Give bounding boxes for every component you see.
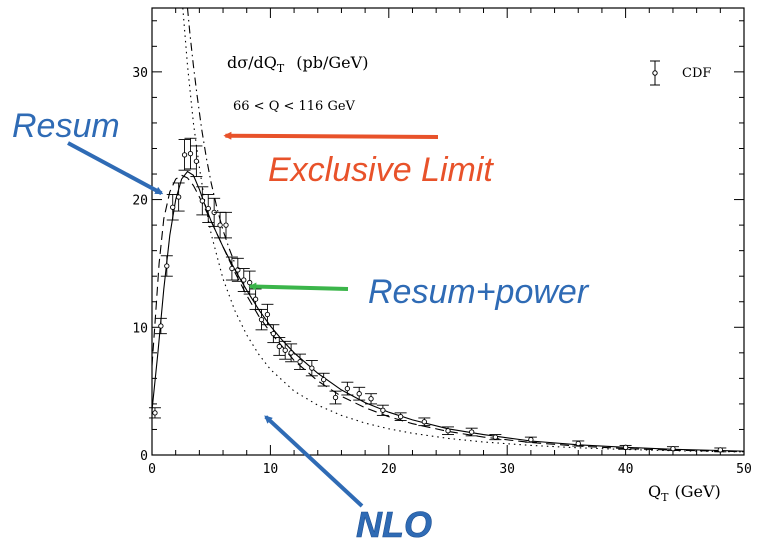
- data-point: [255, 308, 268, 331]
- data-point: [184, 137, 197, 170]
- chart-title-unit: (pb/GeV): [296, 53, 368, 72]
- annotation-resum-power: Resum+power: [368, 273, 590, 311]
- arrow-resum-power: [248, 282, 349, 291]
- arrow-exclusive-limit: [223, 131, 439, 140]
- data-point: [196, 186, 209, 216]
- data-point: [317, 372, 330, 387]
- curve-resum_power: [151, 170, 745, 452]
- y-tick-label: 20: [132, 194, 148, 209]
- data-point: [305, 360, 318, 377]
- x-tick-label: 50: [736, 462, 752, 477]
- data-point: [329, 390, 342, 405]
- data-point: [243, 270, 256, 295]
- data-point: [160, 255, 173, 277]
- data-point: [365, 393, 378, 405]
- data-point: [341, 381, 354, 396]
- arrow-resum: [67, 141, 164, 195]
- data-point: [489, 434, 502, 441]
- y-tick-label: 0: [140, 449, 148, 464]
- axis-tick-labels: 0 10 20 30 40 50 0 10 20 30: [132, 66, 751, 477]
- annotation-exclusive-limit: Exclusive Limit: [268, 151, 494, 189]
- cdf-data-points: [148, 137, 727, 453]
- x-tick-label: 30: [499, 462, 515, 477]
- y-tick-label: 30: [132, 66, 148, 81]
- x-tick-label: 10: [263, 462, 279, 477]
- x-axis-label: QT (GeV): [648, 482, 721, 504]
- data-point: [442, 426, 454, 436]
- x-tick-label: 20: [381, 462, 397, 477]
- data-point: [394, 412, 407, 421]
- data-point: [172, 182, 185, 212]
- arrow-nlo: [264, 415, 364, 508]
- curve-nlo: [182, 7, 745, 453]
- chart-title-text: dσ/dQ: [227, 53, 277, 72]
- chart-title-sub: T: [277, 62, 285, 75]
- data-point: [524, 436, 537, 443]
- data-point: [285, 343, 298, 363]
- chart-subtitle: 66 < Q < 116 GeV: [233, 99, 356, 114]
- x-tick-label: 0: [148, 462, 156, 477]
- annotation-resum: Resum: [12, 107, 120, 145]
- annotation-nlo: NLO: [356, 504, 432, 542]
- data-point: [714, 447, 727, 453]
- axis-ticks: [151, 8, 745, 456]
- chart-title: dσ/dQT (pb/GeV): [227, 53, 368, 75]
- legend-marker: [652, 70, 658, 76]
- data-point: [148, 407, 161, 419]
- curve-resum: [151, 174, 745, 453]
- data-point: [666, 445, 679, 452]
- y-tick-label: 10: [132, 321, 148, 336]
- data-point: [154, 317, 167, 335]
- data-point: [225, 256, 238, 281]
- data-point: [294, 353, 306, 370]
- data-point: [249, 288, 262, 310]
- data-point: [619, 444, 632, 450]
- annotations: Resum Exclusive Limit Resum+power NLO: [12, 107, 590, 542]
- x-axis-label-unit: (GeV): [674, 482, 720, 501]
- legend-label-cdf: CDF: [682, 66, 711, 81]
- data-point: [178, 139, 191, 171]
- data-point: [190, 145, 203, 178]
- data-point: [353, 386, 366, 401]
- data-point: [202, 194, 215, 224]
- data-point: [418, 417, 431, 427]
- curve-exclusive_limit: [186, 7, 236, 264]
- x-tick-label: 40: [618, 462, 634, 477]
- data-point: [572, 440, 585, 447]
- data-point: [237, 268, 250, 292]
- data-point: [376, 404, 389, 416]
- data-point: [273, 337, 286, 356]
- plot-frame: [151, 7, 745, 456]
- x-axis-label-sub: T: [661, 491, 669, 504]
- data-point: [465, 427, 478, 437]
- data-point: [220, 211, 232, 239]
- data-point: [166, 194, 179, 221]
- data-point: [267, 324, 280, 344]
- legend: CDF: [650, 60, 711, 86]
- x-axis-label-text: Q: [648, 482, 661, 501]
